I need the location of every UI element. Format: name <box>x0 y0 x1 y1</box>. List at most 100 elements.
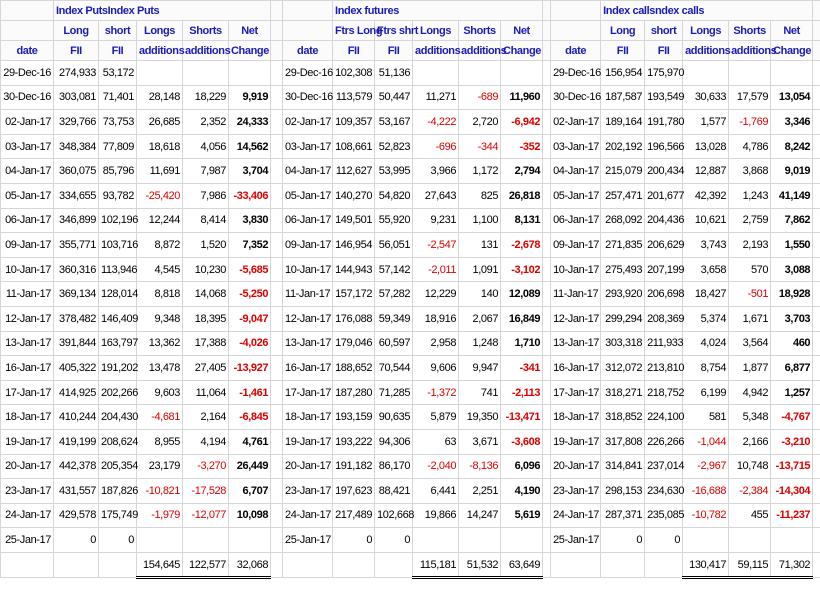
blank <box>332 551 376 579</box>
spacer <box>812 0 820 21</box>
column-header: FII <box>53 40 99 61</box>
spacer <box>270 305 284 332</box>
value-cell: 156,954 <box>600 60 646 86</box>
spacer <box>542 20 552 41</box>
value-cell: 18,916 <box>412 305 460 332</box>
value-cell: 3,704 <box>227 158 272 184</box>
date-cell: 10-Jan-17 <box>282 256 334 283</box>
value-cell <box>770 60 814 86</box>
date-cell: 09-Jan-17 <box>282 232 334 258</box>
value-cell: 18,229 <box>182 84 229 111</box>
spacer <box>812 232 820 258</box>
value-cell: -2,547 <box>412 232 460 258</box>
value-cell: 1,520 <box>182 232 229 258</box>
date-cell: 16-Jan-17 <box>550 355 602 381</box>
spacer <box>270 182 284 209</box>
value-cell: 193,549 <box>644 84 684 111</box>
value-cell: 140,270 <box>332 182 376 209</box>
column-header: date <box>0 40 54 61</box>
value-cell: 146,954 <box>332 232 376 258</box>
date-cell: 05-Jan-17 <box>550 182 602 209</box>
blank <box>374 551 414 579</box>
spacer <box>270 502 284 529</box>
value-cell: 4,190 <box>500 478 544 504</box>
value-cell: 27,405 <box>182 355 229 381</box>
value-cell: 0 <box>644 527 684 553</box>
value-cell: 7,352 <box>227 232 272 258</box>
date-cell: 23-Jan-17 <box>550 478 602 504</box>
value-cell: 4,024 <box>682 330 730 357</box>
sheet-row: 04-Jan-17 360,075 85,796 11,691 7,987 3,704 04… <box>0 158 820 184</box>
value-cell <box>227 60 272 86</box>
value-cell: 8,872 <box>136 232 183 258</box>
spacer <box>812 551 820 579</box>
value-cell: -341 <box>500 355 544 381</box>
value-cell: 128,014 <box>98 281 138 307</box>
date-cell: 30-Dec-16 <box>0 84 54 111</box>
value-cell: 28,148 <box>136 84 183 111</box>
spacer <box>542 207 552 234</box>
spacer <box>270 404 284 430</box>
date-cell: 13-Jan-17 <box>550 330 602 357</box>
value-cell: -13,715 <box>770 453 814 480</box>
sheet-row: 13-Jan-17 391,844 163,797 13,362 17,388 -4,02… <box>0 330 820 357</box>
column-header: FII <box>332 40 376 61</box>
value-cell: 2,193 <box>728 232 772 258</box>
value-cell: 6,877 <box>770 355 814 381</box>
column-header: Change <box>227 40 272 61</box>
value-cell: 205,354 <box>98 453 138 480</box>
block-title: Index callsndex calls <box>600 0 814 21</box>
spacer <box>812 109 820 135</box>
value-cell: -696 <box>412 133 460 160</box>
value-cell: 4,761 <box>227 428 272 455</box>
value-cell: 1,671 <box>728 305 772 332</box>
value-cell: -344 <box>458 133 502 160</box>
date-cell: 12-Jan-17 <box>282 305 334 332</box>
sheet-row: 19-Jan-17 419,199 208,624 8,955 4,194 4,761 19… <box>0 428 820 455</box>
value-cell: 431,557 <box>53 478 99 504</box>
value-cell: 90,635 <box>374 404 414 430</box>
date-cell: 24-Jan-17 <box>282 502 334 529</box>
value-cell: -13,927 <box>227 355 272 381</box>
blank <box>98 551 137 579</box>
spacer <box>812 158 820 184</box>
value-cell: 18,395 <box>182 305 229 332</box>
spacer <box>270 20 284 41</box>
value-cell: -2,011 <box>412 256 460 283</box>
spacer <box>270 281 284 307</box>
value-cell: 9,348 <box>136 305 183 332</box>
spacer <box>812 305 820 332</box>
date-cell: 02-Jan-17 <box>550 109 602 135</box>
value-cell: 317,808 <box>600 428 646 455</box>
spacer <box>270 478 284 504</box>
value-cell <box>412 527 460 553</box>
date-cell: 16-Jan-17 <box>0 355 54 381</box>
value-cell: 2,794 <box>500 158 544 184</box>
value-cell <box>458 527 502 553</box>
value-cell: -1,769 <box>728 109 772 135</box>
value-cell: 10,748 <box>728 453 772 480</box>
value-cell: -4,767 <box>770 404 814 430</box>
spacer <box>270 0 284 21</box>
column-header: Longs <box>136 20 183 41</box>
spacer <box>270 527 284 553</box>
value-cell: 113,946 <box>98 256 138 283</box>
value-cell: 14,068 <box>182 281 229 307</box>
value-cell: 163,797 <box>98 330 138 357</box>
date-cell: 06-Jan-17 <box>550 207 602 234</box>
blank <box>0 0 54 21</box>
spacer <box>812 330 820 357</box>
value-cell: 149,501 <box>332 207 376 234</box>
spacer <box>542 355 552 381</box>
spacer <box>812 281 820 307</box>
sheet-row: date FII FII additions additions Change date FI… <box>0 40 820 61</box>
value-cell: 85,796 <box>98 158 137 184</box>
value-cell: 204,436 <box>644 207 684 234</box>
value-cell: 3,868 <box>728 158 772 184</box>
value-cell: -1,461 <box>227 379 272 406</box>
column-header: Longs <box>682 20 730 41</box>
value-cell: 1,877 <box>728 355 772 381</box>
sheet-row: 18-Jan-17 410,244 204,430 -4,681 2,164 -6,845… <box>0 404 820 430</box>
date-cell: 13-Jan-17 <box>282 330 334 357</box>
value-cell: -10,782 <box>682 502 730 529</box>
